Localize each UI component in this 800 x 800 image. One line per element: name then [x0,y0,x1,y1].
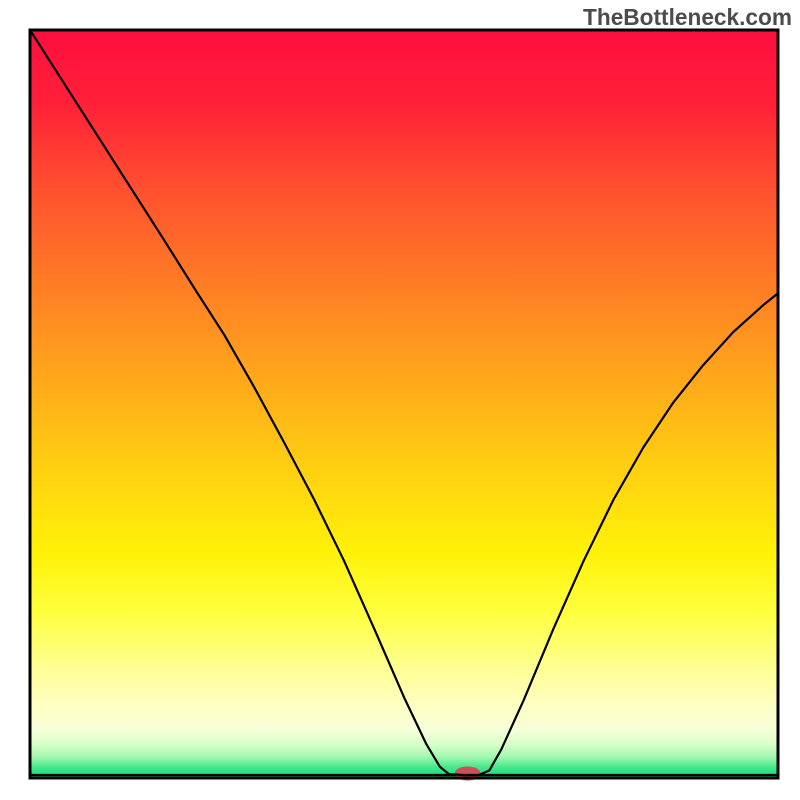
chart-svg [0,0,800,800]
bottleneck-chart: TheBottleneck.com [0,0,800,800]
watermark-text: TheBottleneck.com [583,4,792,31]
plot-background [30,30,778,778]
